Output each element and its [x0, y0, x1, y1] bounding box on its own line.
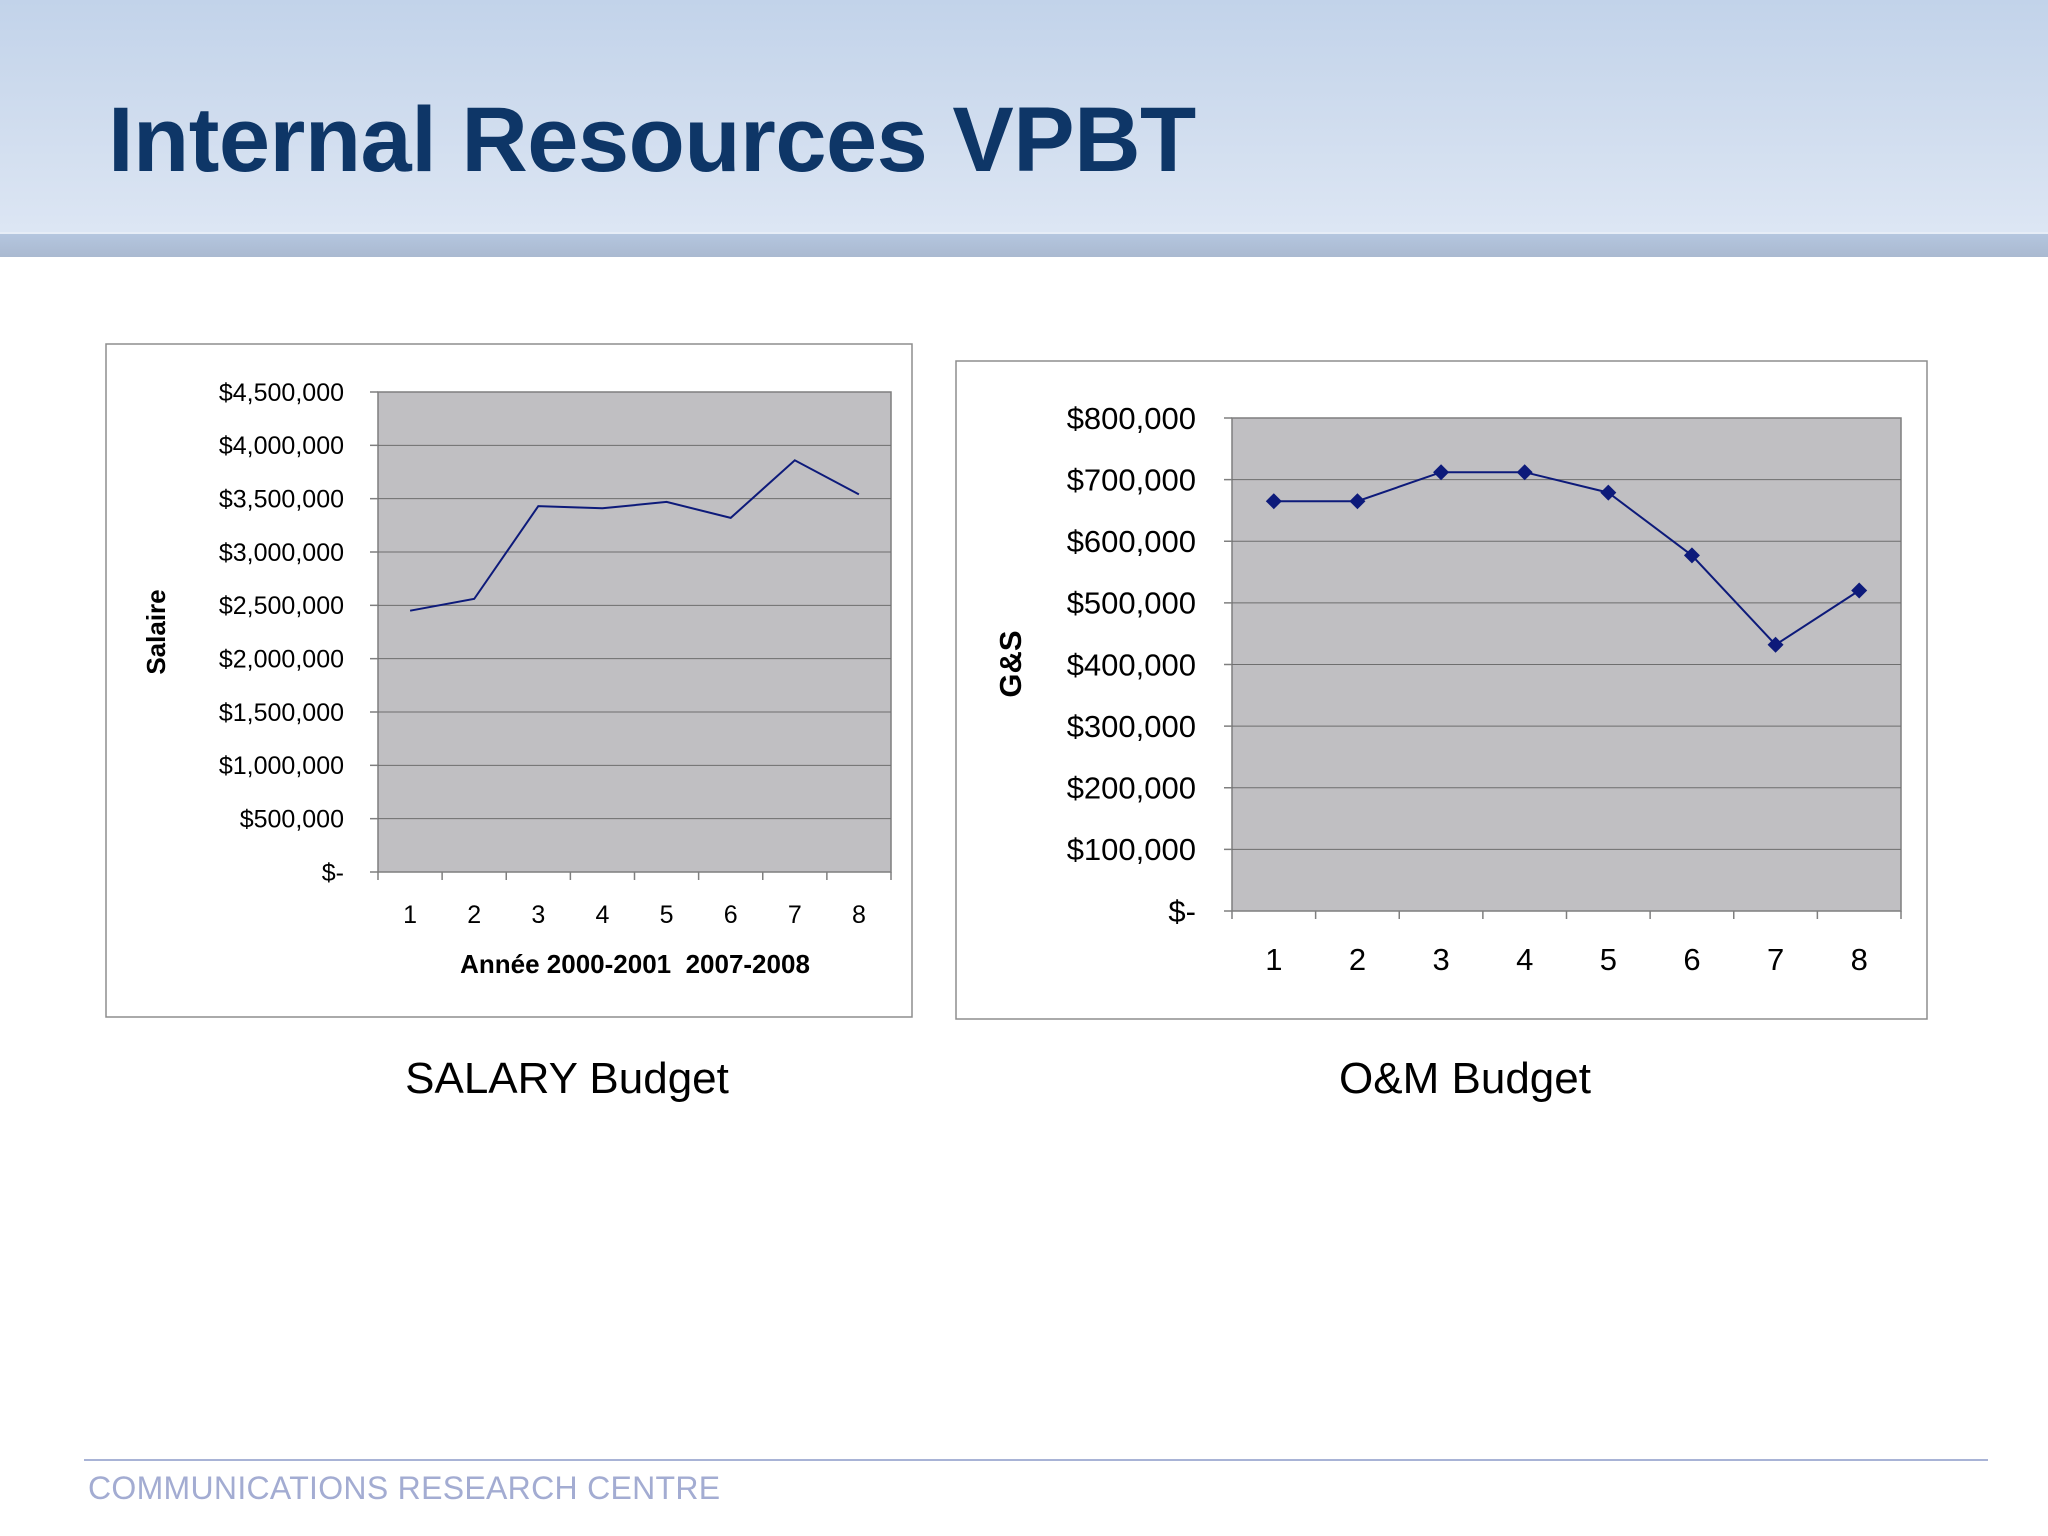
- om-y-tick-label: $800,000: [1067, 401, 1196, 436]
- om-data-point: [1767, 636, 1784, 653]
- om-x-tick-label: 2: [1349, 942, 1366, 977]
- salary-x-tick-label: 2: [467, 901, 481, 929]
- om-series-line: [1273, 471, 1860, 647]
- om-data-point: [1516, 464, 1533, 481]
- om-data-point: [1683, 547, 1700, 564]
- om-y-tick-label: $300,000: [1067, 709, 1196, 744]
- salary-y-tick-label: $-: [322, 859, 344, 887]
- om-y-tick-label: $-: [1168, 894, 1196, 929]
- salary-plot-area: [377, 391, 892, 873]
- om-x-tick-label: 4: [1516, 942, 1533, 977]
- salary-y-tick-label: $1,500,000: [219, 699, 344, 727]
- om-data-point: [1600, 484, 1617, 501]
- om-data-point: [1265, 493, 1282, 510]
- page-title: Internal Resources VPBT: [108, 89, 1196, 191]
- om-data-point: [1851, 582, 1868, 599]
- om-y-tick-label: $700,000: [1067, 462, 1196, 497]
- om-y-tick-label: $200,000: [1067, 771, 1196, 806]
- salary-x-axis-label: Année 2000-2001 2007-2008: [460, 949, 810, 979]
- salary-y-axis-label: Salaire: [141, 589, 171, 674]
- om-x-tick-label: 8: [1851, 942, 1868, 977]
- salary-y-tick-label: $2,000,000: [219, 645, 344, 673]
- salary-chart-caption: SALARY Budget: [405, 1054, 729, 1103]
- salary-y-tick-label: $3,500,000: [219, 485, 344, 513]
- footer-divider: [84, 1459, 1988, 1461]
- salary-x-tick-label: 7: [788, 901, 802, 929]
- om-data-point: [1349, 493, 1366, 510]
- om-x-tick-label: 1: [1265, 942, 1282, 977]
- om-data-point: [1433, 464, 1450, 481]
- salary-y-tick-label: $3,000,000: [219, 539, 344, 567]
- salary-x-tick-label: 6: [724, 901, 738, 929]
- salary-x-tick-label: 4: [595, 901, 609, 929]
- om-chart-caption: O&M Budget: [1339, 1054, 1591, 1103]
- salary-series-line: [409, 459, 860, 612]
- om-x-tick-label: 5: [1600, 942, 1617, 977]
- om-y-axis-label: G&S: [993, 630, 1028, 697]
- salary-x-tick-label: 3: [531, 901, 545, 929]
- footer-text: COMMUNICATIONS RESEARCH CENTRE: [88, 1470, 721, 1506]
- om-x-tick-label: 3: [1432, 942, 1449, 977]
- om-y-tick-label: $500,000: [1067, 586, 1196, 621]
- salary-y-tick-label: $500,000: [240, 805, 344, 833]
- om-x-tick-label: 7: [1767, 942, 1784, 977]
- salary-x-tick-label: 8: [852, 901, 866, 929]
- salary-y-tick-label: $4,000,000: [219, 432, 344, 460]
- header-banner: [0, 0, 2048, 257]
- salary-y-tick-label: $1,000,000: [219, 752, 344, 780]
- om-x-tick-label: 6: [1683, 942, 1700, 977]
- salary-chart: $- $500,000 $1,000,000 $1,500,000 $2,000,000…: [105, 343, 913, 1018]
- om-chart: $- $100,000 $200,000 $300,000 $400,000 $500,0…: [955, 360, 1928, 1020]
- om-y-tick-label: $600,000: [1067, 524, 1196, 559]
- salary-y-tick-label: $4,500,000: [219, 379, 344, 407]
- om-y-tick-label: $100,000: [1067, 832, 1196, 867]
- om-y-tick-label: $400,000: [1067, 647, 1196, 682]
- salary-y-tick-label: $2,500,000: [219, 592, 344, 620]
- salary-x-tick-label: 1: [403, 901, 417, 929]
- header-band: [0, 232, 2048, 257]
- salary-x-tick-label: 5: [660, 901, 674, 929]
